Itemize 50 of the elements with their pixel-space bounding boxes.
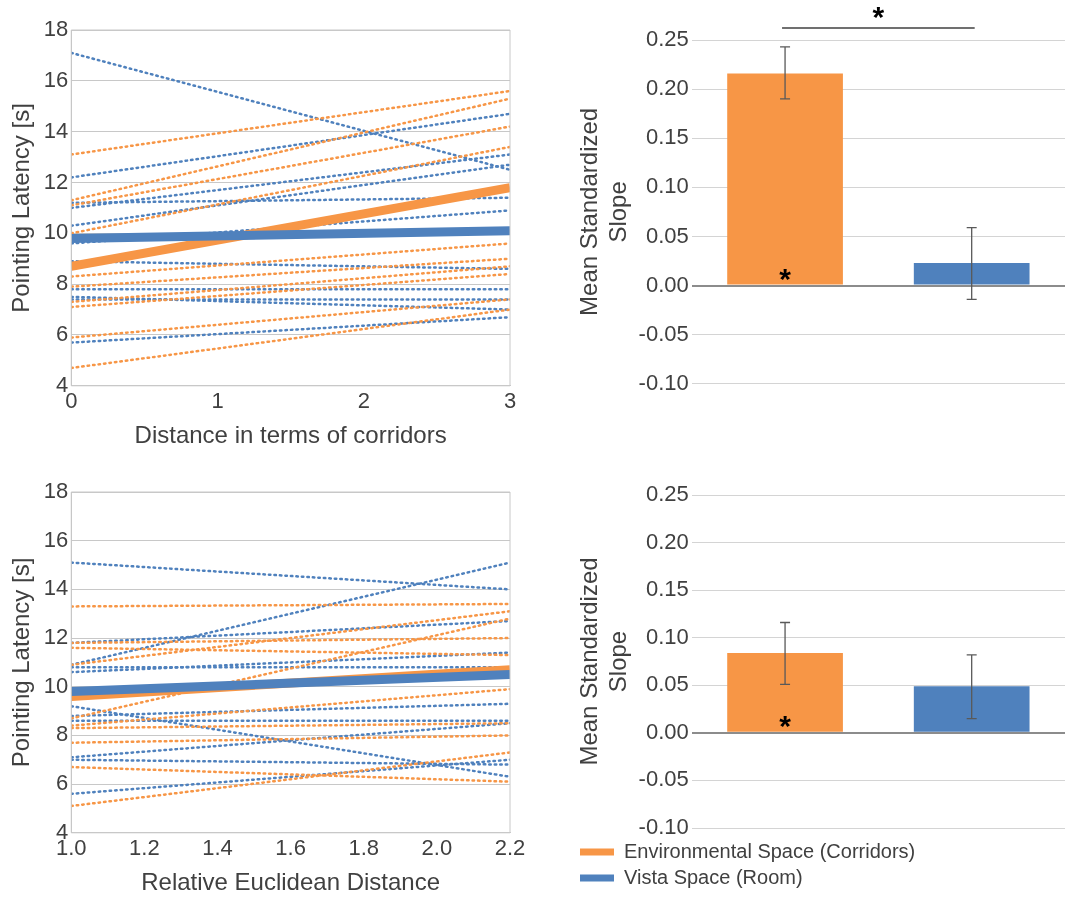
text: * (872, 0, 885, 34)
annotation: * (779, 709, 792, 743)
y-tick-label: -0.05 (638, 320, 689, 346)
y-axis-title: Pointing Latency [s] (7, 557, 35, 768)
x-tick-label: 1 (211, 388, 224, 414)
y-tick-label: 10 (43, 672, 69, 698)
y-tick-label: 18 (43, 478, 69, 504)
y-tick-label: -0.05 (638, 766, 689, 792)
y-tick-label: 8 (56, 721, 69, 747)
y-tick-label: 6 (56, 321, 69, 347)
y-tick-label: 12 (43, 624, 69, 650)
y-axis-title: Pointing Latency [s] (7, 103, 35, 313)
y-tick-label: 0.00 (645, 271, 689, 297)
x-tick-label: 3 (503, 388, 517, 414)
x-tick-label: 2 (357, 388, 370, 414)
x-axis-title: Relative Euclidean Distance (141, 868, 441, 896)
x-tick-label: 2.0 (421, 835, 453, 861)
x-tick-label: 1.6 (275, 835, 306, 861)
y-tick-label: 6 (56, 770, 69, 796)
y-tick-label: 0.05 (645, 671, 689, 697)
y-tick-label: 16 (43, 526, 69, 552)
legend-label: Environmental Space (Corridors) (624, 839, 916, 862)
x-tick-label: 1.4 (202, 835, 233, 861)
y-tick-label: 0.10 (645, 623, 689, 649)
y-tick-label: 0.05 (645, 222, 689, 248)
y-tick-label: 12 (43, 168, 69, 194)
y-tick-label: 0.20 (645, 528, 689, 554)
y-axis-title: Mean Standardized Slope (575, 557, 631, 766)
x-tick-label: 1.2 (129, 835, 160, 861)
y-tick-label: 0.25 (645, 481, 689, 507)
y-tick-label: 10 (43, 219, 69, 245)
y-axis-title: Mean Standardized Slope (575, 107, 631, 316)
y-tick-label: 18 (43, 16, 69, 42)
y-tick-label: 0.00 (645, 718, 689, 744)
y-tick-label: 16 (43, 66, 69, 92)
x-tick-label: 2.2 (494, 835, 526, 861)
y-tick-label: 14 (43, 575, 69, 601)
y-tick-label: 0.15 (645, 124, 689, 150)
annotation: * (779, 261, 792, 295)
y-tick-label: 0.25 (645, 26, 689, 52)
legend-label: Vista Space (Room) (624, 865, 803, 888)
x-axis-title: Distance in terms of corridors (134, 421, 447, 449)
y-tick-label: 8 (56, 270, 69, 296)
y-tick-label: 0.10 (645, 173, 689, 199)
y-tick-label: -0.10 (638, 814, 689, 840)
y-tick-label: -0.10 (638, 369, 689, 395)
y-tick-label: 14 (43, 117, 69, 143)
y-tick-label: 0.15 (645, 576, 689, 602)
x-tick-label: 1.8 (348, 835, 380, 861)
y-tick-label: 0.20 (645, 75, 689, 101)
